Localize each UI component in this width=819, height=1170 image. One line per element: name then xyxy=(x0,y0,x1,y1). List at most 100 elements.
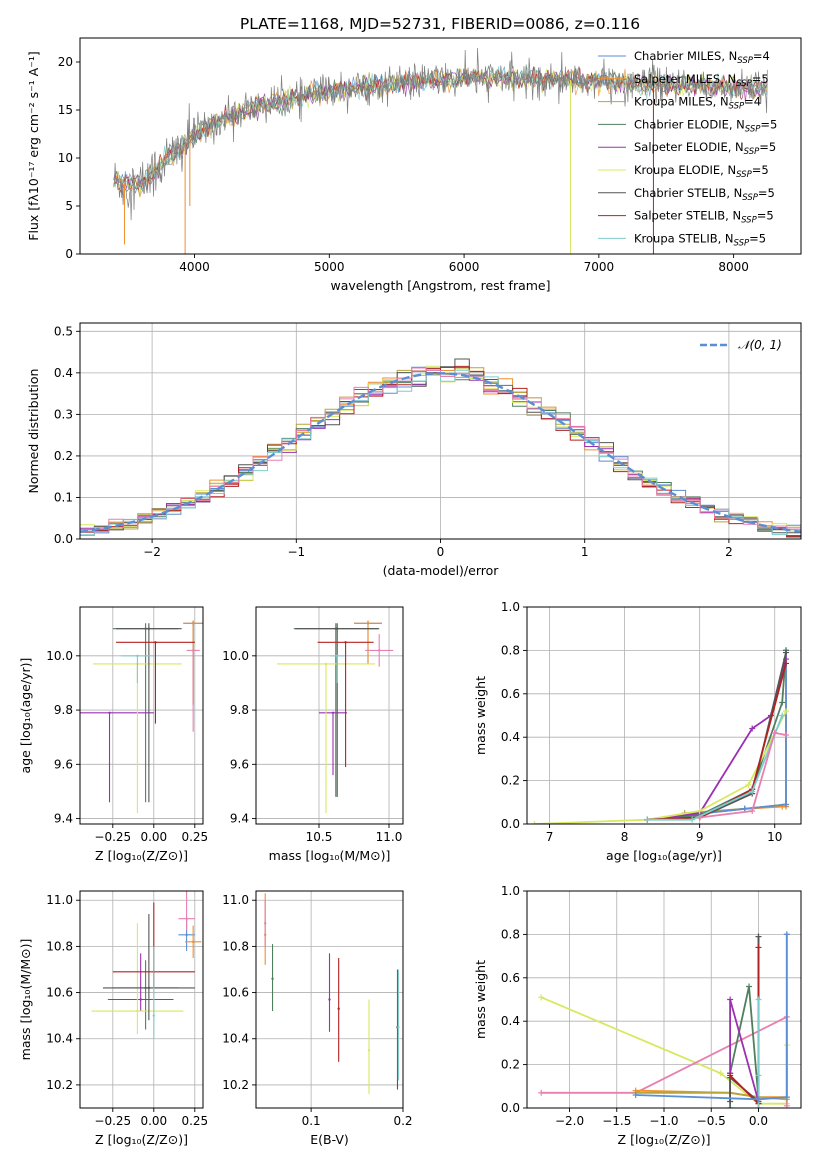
y-tick-label-2: 9.8 xyxy=(230,703,249,717)
point-7 xyxy=(136,654,139,658)
point-4 xyxy=(136,1009,139,1013)
x-tick-label-2: 0.25 xyxy=(181,830,208,844)
panel-age_vs_Z: −0.25 0.00 0.25 9.4 9.6 9.8 10.0 Z [log₁₀(Z/Z⊙)… xyxy=(18,606,208,863)
series-9-marker-1 xyxy=(749,807,756,814)
series-0-marker-1 xyxy=(717,1070,724,1077)
y-tick-label-1: 0.2 xyxy=(501,1058,520,1072)
panel-spectrum: 4000 5000 6000 7000 8000 0 5 10 15 20 wavelength [… xyxy=(26,37,802,293)
y-tick-label-3: 0.6 xyxy=(501,687,520,701)
series-3-line xyxy=(647,650,787,821)
series-9-marker-2 xyxy=(771,729,778,736)
series-8-marker-1 xyxy=(755,996,762,1003)
series-1-marker-0 xyxy=(538,1089,545,1096)
y-tick-label-0: 0.0 xyxy=(54,532,73,546)
y-tick-label-0: 9.4 xyxy=(54,812,73,826)
x-tick-label-2: 0.25 xyxy=(181,1114,208,1128)
axes-frame xyxy=(79,606,204,825)
point-7 xyxy=(397,1026,400,1029)
x-tick-label-0: −0.25 xyxy=(94,830,131,844)
y-tick-label-2: 9.8 xyxy=(54,703,73,717)
series-5-marker-2 xyxy=(696,807,703,814)
series-9-line xyxy=(699,731,787,819)
y-tick-label-4: 0.4 xyxy=(54,366,73,380)
x-tick-label-3: 7000 xyxy=(584,260,615,274)
plot-area xyxy=(263,893,400,1095)
y-tick-label-3: 10.0 xyxy=(222,649,249,663)
x-tick-label-1: 11.0 xyxy=(376,830,403,844)
x-tick-label-0: 7 xyxy=(546,830,554,844)
y-tick-label-1: 9.6 xyxy=(230,757,249,771)
y-tick-label-2: 0.4 xyxy=(501,1014,520,1028)
x-axis-label: Z [log₁₀(Z/Z⊙)] xyxy=(618,1132,711,1147)
series-7-line xyxy=(729,947,760,1106)
x-axis-label: E(B-V) xyxy=(310,1132,349,1147)
series-5-line xyxy=(534,710,787,824)
point-5 xyxy=(147,986,151,990)
plot-area xyxy=(80,358,801,539)
point-4 xyxy=(324,662,328,666)
axes-frame xyxy=(526,606,802,825)
series-6-marker-3 xyxy=(782,649,789,656)
y-tick-label-0: 0.0 xyxy=(501,1101,520,1115)
x-tick-label-1: 8 xyxy=(621,830,629,844)
x-tick-label-0: −2 xyxy=(143,545,161,559)
x-tick-label-1: −1.5 xyxy=(602,1114,631,1128)
series-5-marker-1 xyxy=(727,996,734,1003)
series-2-marker-1 xyxy=(741,805,748,812)
y-tick-label-3: 10.8 xyxy=(222,939,249,953)
y-tick-label-0: 9.4 xyxy=(230,812,249,826)
series-6-marker-3 xyxy=(755,933,762,940)
point-8 xyxy=(185,917,188,920)
axes-frame xyxy=(79,37,802,255)
y-tick-label-0: 0.0 xyxy=(501,817,520,831)
axes-frame xyxy=(255,606,404,825)
legend-label-0: Chabrier MILES, NSSP=4 xyxy=(634,49,770,66)
x-tick-label-4: 8000 xyxy=(718,260,749,274)
normal-curve xyxy=(80,372,801,533)
x-tick-label-2: −1.0 xyxy=(649,1114,678,1128)
y-tick-label-3: 10.8 xyxy=(46,939,73,953)
point-1 xyxy=(191,940,195,943)
x-axis-label: mass [log₁₀(M/M⊙)] xyxy=(269,848,391,863)
legend-normal-label: 𝒩(0, 1) xyxy=(738,338,782,352)
spectrum-legend: Chabrier MILES, NSSP=4 Salpeter MILES, NS… xyxy=(598,49,777,248)
figure-title: PLATE=1168, MJD=52731, FIBERID=0086, z=0… xyxy=(240,15,640,33)
y-axis-label: Flux [fλ10⁻¹⁷ erg cm⁻² s⁻¹ A⁻¹] xyxy=(26,51,41,240)
series-7-marker-2 xyxy=(755,944,762,951)
point-3 xyxy=(328,998,331,1001)
plot-area xyxy=(91,891,202,1039)
series-9-marker-3 xyxy=(783,931,790,938)
y-tick-label-3: 15 xyxy=(58,103,73,117)
y-tick-label-3: 10.0 xyxy=(46,649,73,663)
y-tick-label-0: 10.2 xyxy=(46,1078,73,1092)
point-4 xyxy=(337,1007,340,1010)
y-axis-label: Normed distribution xyxy=(26,369,41,494)
histogram-kroupa_stelib xyxy=(80,369,801,537)
series-8-marker-2 xyxy=(749,788,756,795)
plot-area xyxy=(113,47,768,254)
y-tick-label-3: 0.3 xyxy=(54,407,73,421)
y-tick-label-4: 0.8 xyxy=(501,643,520,657)
x-tick-label-3: 1 xyxy=(581,545,589,559)
y-tick-label-1: 5 xyxy=(65,199,73,213)
x-tick-label-0: 0.1 xyxy=(302,1114,321,1128)
legend-label-4: Salpeter ELODIE, NSSP=5 xyxy=(634,140,776,157)
y-tick-label-2: 0.4 xyxy=(501,730,520,744)
axes-frame xyxy=(255,890,404,1109)
y-tick-label-1: 0.1 xyxy=(54,490,73,504)
plot-area xyxy=(531,647,789,824)
point-2 xyxy=(271,977,274,980)
y-tick-label-5: 0.5 xyxy=(54,324,73,338)
point-1 xyxy=(263,922,267,925)
point-8 xyxy=(378,649,381,652)
series-9-marker-0 xyxy=(632,1091,639,1098)
x-tick-label-3: −0.5 xyxy=(697,1114,726,1128)
y-tick-label-4: 11.0 xyxy=(46,893,73,907)
legend-label-6: Chabrier STELIB, NSSP=5 xyxy=(634,186,775,203)
series-8-line xyxy=(647,715,784,821)
y-tick-label-5: 1.0 xyxy=(501,600,520,614)
y-tick-label-2: 10.6 xyxy=(222,986,249,1000)
x-tick-label-4: 2 xyxy=(725,545,733,559)
legend-label-2: Kroupa MILES, NSSP=4 xyxy=(634,95,761,112)
